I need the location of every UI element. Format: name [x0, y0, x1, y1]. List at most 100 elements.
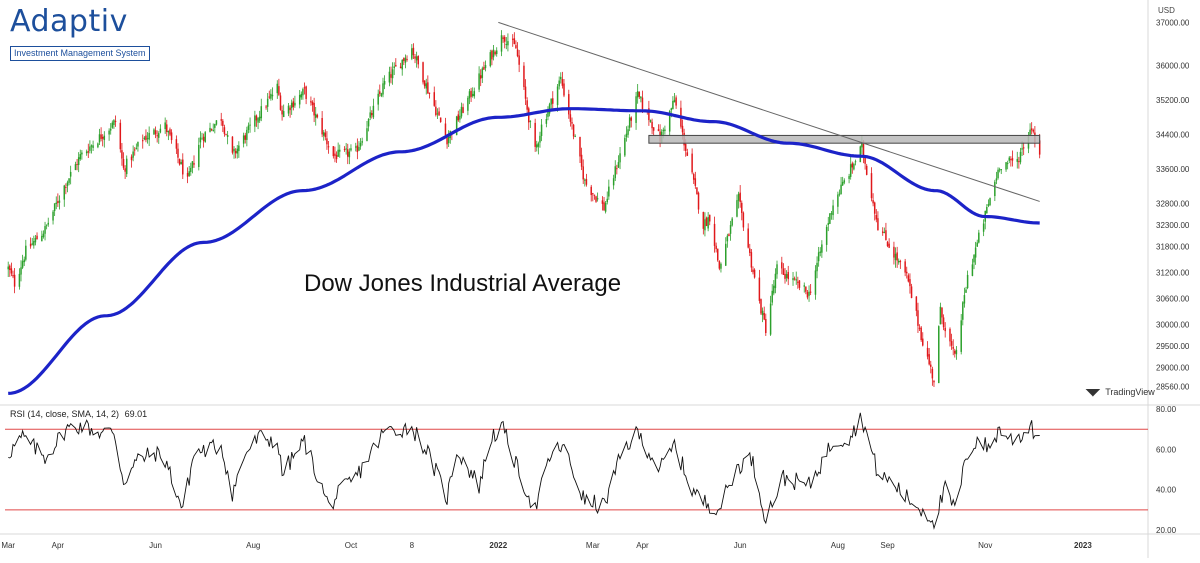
candle-body	[322, 132, 325, 136]
rsi-legend-value: 69.01	[124, 409, 148, 419]
rsi-legend: RSI (14, close, SMA, 14, 2) 69.01	[10, 409, 147, 419]
candle-body	[715, 245, 717, 250]
candle-body	[234, 150, 237, 154]
candle-body	[113, 120, 115, 126]
candle-body	[316, 114, 319, 118]
candle-body	[524, 86, 527, 99]
candle-body	[747, 228, 749, 248]
candle-body	[305, 86, 307, 99]
candle-body	[186, 172, 189, 177]
candle-body	[518, 55, 520, 65]
candle-body	[21, 261, 24, 268]
candle-body	[462, 107, 464, 113]
candle-body	[260, 106, 263, 119]
rsi-tick-label: 60.00	[1156, 445, 1177, 454]
candle-body	[170, 132, 173, 141]
candle-body	[92, 145, 94, 148]
candle-body	[640, 96, 642, 99]
candle-body	[455, 116, 458, 136]
candle-body	[819, 251, 822, 253]
candle-body	[816, 262, 818, 272]
candle-body	[471, 93, 474, 97]
candle-body	[282, 111, 285, 118]
candle-body	[859, 146, 862, 163]
candle-body	[843, 180, 846, 183]
candle-body	[484, 65, 487, 69]
candle-body	[614, 166, 616, 179]
candle-body	[202, 136, 205, 141]
candle-body	[989, 198, 991, 205]
candle-body	[1030, 128, 1033, 131]
candle-body	[481, 68, 484, 78]
candle-body	[447, 136, 450, 144]
candle-body	[708, 214, 711, 222]
candle-body	[950, 341, 953, 346]
candle-body	[938, 326, 940, 384]
candle-body	[592, 193, 594, 195]
candle-body	[20, 267, 22, 275]
candle-body	[707, 217, 709, 229]
candle-body	[281, 110, 283, 115]
candle-body	[335, 154, 338, 160]
candle-body	[795, 279, 797, 281]
candle-body	[917, 310, 919, 326]
candle-body	[414, 56, 416, 59]
candle-body	[166, 124, 168, 132]
candle-body	[467, 97, 469, 111]
candle-body	[718, 261, 721, 269]
candle-body	[765, 319, 767, 334]
candle-body	[696, 187, 698, 195]
candle-body	[303, 87, 306, 89]
candle-body	[337, 149, 339, 157]
candle-body	[962, 302, 964, 320]
candle-body	[212, 130, 214, 132]
candle-body	[446, 137, 448, 145]
candle-body	[702, 211, 705, 229]
candle-body	[220, 119, 222, 121]
candle-body	[249, 124, 251, 126]
candle-body	[1022, 147, 1025, 149]
candle-body	[942, 317, 945, 328]
candle-body	[725, 243, 727, 266]
candle-body	[994, 181, 996, 197]
candle-body	[752, 269, 754, 273]
candle-body	[840, 184, 842, 195]
candle-body	[593, 194, 596, 196]
candle-body	[366, 128, 368, 141]
candle-body	[773, 285, 775, 294]
candle-body	[675, 97, 677, 106]
candle-body	[89, 146, 91, 151]
candle-body	[298, 94, 301, 105]
candle-body	[630, 117, 633, 121]
time-tick-label: 8	[410, 541, 415, 550]
candle-body	[52, 211, 54, 221]
candle-body	[909, 279, 911, 287]
candle-body	[491, 50, 493, 60]
candle-body	[460, 106, 463, 117]
candle-body	[897, 260, 900, 263]
candle-body	[841, 181, 844, 186]
candle-body	[595, 196, 597, 202]
time-tick-label: Aug	[831, 541, 845, 550]
candle-body	[231, 136, 234, 153]
candle-body	[23, 259, 25, 263]
candle-body	[79, 154, 82, 160]
time-tick-label: Nov	[978, 541, 992, 550]
candle-body	[817, 252, 820, 262]
candle-body	[617, 162, 620, 168]
candle-body	[121, 150, 123, 159]
candle-body	[13, 274, 16, 287]
rsi-tick-label: 40.00	[1156, 486, 1177, 495]
candle-body	[982, 223, 985, 232]
candle-body	[321, 118, 323, 135]
resistance-zone	[648, 134, 1041, 144]
candle-body	[500, 35, 503, 52]
price-tick-label: 34400.00	[1156, 131, 1190, 140]
candle-body	[558, 80, 560, 87]
candle-body	[9, 265, 11, 271]
candle-body	[930, 364, 932, 367]
candle-body	[125, 158, 128, 175]
candle-body	[511, 38, 514, 40]
candle-body	[920, 327, 922, 341]
trendline	[498, 21, 1040, 202]
